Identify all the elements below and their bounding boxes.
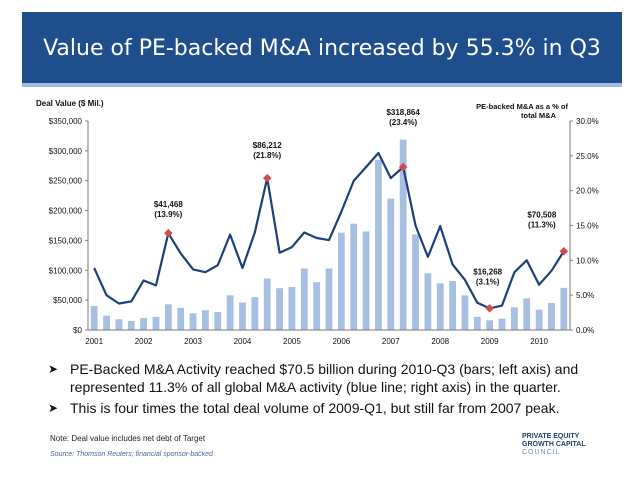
highlight-marker [164,228,173,238]
bar [300,268,308,330]
bar [362,231,370,330]
left-tick-label: $300,000 [49,147,83,156]
x-tick-label: 2003 [184,337,202,346]
data-label-value: $318,864 [386,108,420,117]
bar [523,298,531,330]
right-tick-label: 25.0% [576,152,599,161]
x-tick-label: 2004 [234,337,252,346]
bar [214,312,222,330]
data-label-pct: (23.4%) [389,118,417,127]
left-tick-label: $200,000 [49,207,83,216]
left-tick-label: $0 [73,326,82,335]
x-tick-label: 2001 [85,337,103,346]
bullet-item: ➤ PE-Backed M&A Activity reached $70.5 b… [48,360,608,396]
data-label-value: $16,268 [473,267,502,276]
bar [399,139,407,330]
x-tick-label: 2009 [481,337,499,346]
left-tick-label: $150,000 [49,236,83,245]
left-tick-label: $250,000 [49,177,83,186]
bar [498,318,506,330]
bar [115,319,123,330]
bar [350,223,358,330]
bar [486,320,494,330]
data-label-pct: (21.8%) [253,151,281,160]
right-axis-title-line2: total M&A [521,111,557,120]
bullet-item: ➤ This is four times the total deal volu… [48,399,608,417]
bar [325,268,333,330]
slide-title: Value of PE-backed M&A increased by 55.3… [43,36,601,61]
logo-line: GROWTH CAPITAL [522,441,586,448]
bullet-list: ➤ PE-Backed M&A Activity reached $70.5 b… [48,360,608,420]
bar [387,198,395,330]
bullet-text: This is four times the total deal volume… [70,400,560,416]
bar [535,309,543,330]
bar [177,307,185,330]
bar [510,307,518,330]
title-underline [22,83,622,87]
right-tick-label: 30.0% [576,117,599,126]
left-tick-label: $50,000 [53,296,82,305]
pegcc-logo: PRIVATE EQUITY GROWTH CAPITAL COUNCIL [522,433,622,457]
x-tick-label: 2007 [382,337,400,346]
left-axis-title: Deal Value ($ Mil.) [36,99,104,108]
highlight-marker [262,173,272,183]
bar [263,278,271,330]
bar [152,316,160,330]
bar [103,315,110,330]
arrow-bullet-icon: ➤ [48,362,59,376]
bar [449,281,456,330]
right-tick-label: 5.0% [576,291,594,300]
bar [412,234,419,330]
bullet-text: PE-Backed M&A Activity reached $70.5 bil… [70,361,579,395]
highlight-marker [398,162,408,172]
bar [473,316,481,330]
logo-line: COUNCIL [522,449,561,456]
logo-line: PRIVATE EQUITY [522,433,580,440]
left-tick-label: $100,000 [49,266,83,275]
bar [548,302,555,330]
data-label-pct: (13.9%) [154,210,182,219]
x-tick-label: 2006 [332,337,350,346]
bar [189,313,197,330]
bar [164,304,172,330]
data-label-pct: (3.1%) [476,277,500,286]
data-label-value: $86,212 [253,141,282,150]
bar [276,288,283,330]
pct-line [93,151,565,310]
right-axis-title: PE-backed M&A as a % of [476,102,568,111]
right-tick-label: 10.0% [576,256,599,265]
bar [90,306,98,330]
bar [461,295,469,330]
left-tick-label: $350,000 [49,117,83,126]
right-tick-label: 0.0% [576,326,594,335]
right-tick-label: 20.0% [576,187,599,196]
title-banner: Value of PE-backed M&A increased by 55.3… [22,12,622,87]
bar [239,302,246,330]
source-note: Source: Thomson Reuters; financial spons… [50,451,213,458]
x-tick-label: 2002 [135,337,153,346]
bar [140,318,148,330]
bar [251,297,259,330]
bar [375,159,382,330]
bar [127,321,135,330]
bar [337,232,345,330]
bar [424,273,432,330]
highlight-marker [485,304,494,313]
x-tick-label: 2008 [431,337,449,346]
data-label-value: $70,508 [527,210,556,219]
right-tick-label: 15.0% [576,222,599,231]
bar [226,295,234,330]
bar [436,283,444,330]
x-tick-label: 2010 [530,337,548,346]
bar [202,310,209,330]
data-label-pct: (11.3%) [528,220,556,229]
arrow-bullet-icon: ➤ [48,401,59,415]
bar [313,282,321,330]
x-tick-label: 2005 [283,337,301,346]
footnote: Note: Deal value includes net debt of Ta… [50,434,206,443]
bar [560,287,568,330]
bar [288,287,296,330]
data-label-value: $41,468 [154,200,183,209]
